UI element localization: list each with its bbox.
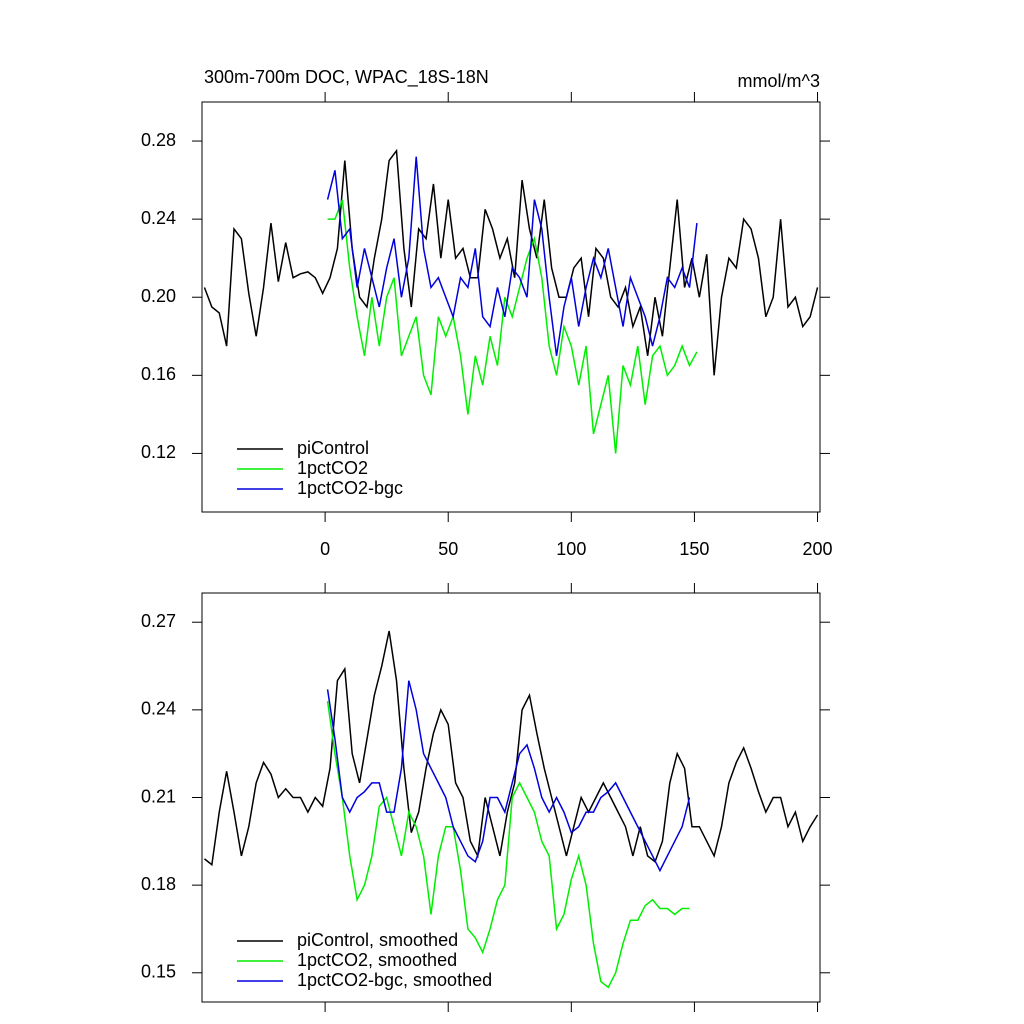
y-tick-label: 0.28 [141, 130, 176, 150]
legend-label: piControl, smoothed [297, 930, 458, 950]
x-tick-label: 150 [679, 539, 709, 559]
x-tick-label: 100 [556, 539, 586, 559]
legend-label: 1pctCO2 [297, 458, 368, 478]
y-tick-label: 0.20 [141, 286, 176, 306]
y-tick-label: 0.27 [141, 611, 176, 631]
x-tick-label: 200 [803, 539, 833, 559]
y-tick-label: 0.21 [141, 786, 176, 806]
data-line [203, 630, 819, 867]
data-line [326, 680, 691, 873]
chart-title: 300m-700m DOC, WPAC_18S-18N [204, 67, 489, 88]
x-tick-label: 50 [438, 539, 458, 559]
y-tick-label: 0.15 [141, 962, 176, 982]
data-line [203, 148, 819, 376]
y-tick-label: 0.12 [141, 442, 176, 462]
y-tick-label: 0.16 [141, 364, 176, 384]
legend-label: 1pctCO2-bgc [297, 478, 403, 498]
units-label: mmol/m^3 [738, 71, 820, 91]
data-line [326, 156, 698, 356]
data-line [326, 700, 690, 989]
legend-label: 1pctCO2-bgc, smoothed [297, 970, 492, 990]
data-line [327, 199, 698, 454]
legend-label: 1pctCO2, smoothed [297, 950, 457, 970]
legend-label: piControl [297, 438, 369, 458]
y-tick-label: 0.24 [141, 699, 176, 719]
plot-frame [201, 101, 821, 513]
x-tick-label: 0 [320, 539, 330, 559]
y-tick-label: 0.18 [141, 874, 176, 894]
y-tick-label: 0.24 [141, 208, 176, 228]
